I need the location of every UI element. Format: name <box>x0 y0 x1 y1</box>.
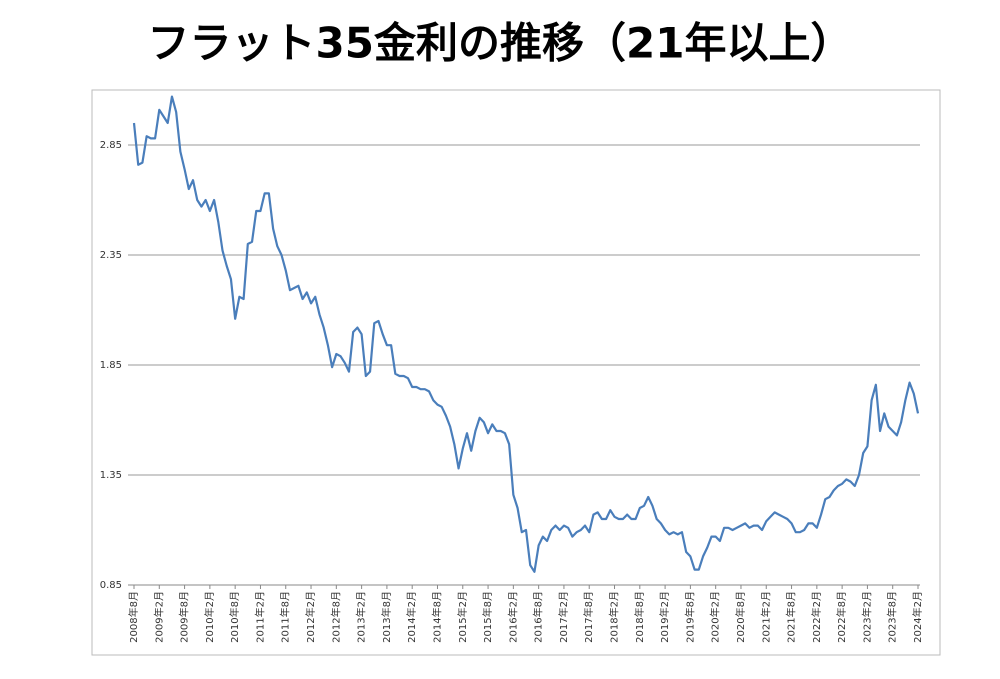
x-tick-label: 2023年8月 <box>886 591 899 643</box>
x-tick-label: 2017年8月 <box>582 591 595 643</box>
line <box>132 95 920 573</box>
x-tick-label: 2019年8月 <box>683 591 696 643</box>
x-tick-label: 2015年2月 <box>456 591 469 643</box>
x-tick-label: 2020年2月 <box>709 591 722 643</box>
x-tick-label: 2023年2月 <box>860 591 873 643</box>
y-tick-label: 0.85 <box>100 580 122 591</box>
x-tick-label: 2012年2月 <box>304 591 317 643</box>
x-tick-label: 2020年8月 <box>734 591 747 643</box>
x-tick-label: 2018年2月 <box>608 591 621 643</box>
x-tick-label: 2011年2月 <box>253 591 266 643</box>
x-tick-label: 2010年8月 <box>228 591 241 643</box>
chart-title: フラット35金利の推移（21年以上） <box>148 19 853 68</box>
x-tick-label: 2019年2月 <box>658 591 671 643</box>
x-tick-label: 2014年8月 <box>430 591 443 643</box>
x-tick-label: 2013年2月 <box>355 591 368 643</box>
x-tick-label: 2013年8月 <box>380 591 393 643</box>
x-tick-label: 2022年2月 <box>810 591 823 643</box>
x-tick-label: 2016年8月 <box>532 591 545 643</box>
x-tick-label: 2021年2月 <box>759 591 772 643</box>
x-tick-label: 2024年2月 <box>911 591 924 643</box>
x-tick-label: 2022年8月 <box>835 591 848 643</box>
x-tick-label: 2017年2月 <box>557 591 570 643</box>
y-tick-label: 2.85 <box>100 140 122 151</box>
x-tick-label: 2010年2月 <box>203 591 216 643</box>
x-tick-label: 2009年8月 <box>178 591 191 643</box>
x-tick-label: 2018年8月 <box>633 591 646 643</box>
x-tick-label: 2021年8月 <box>785 591 798 643</box>
y-tick-label: 1.35 <box>100 470 122 481</box>
x-tick-label: 2016年2月 <box>506 591 519 643</box>
x-tick-label: 2014年2月 <box>405 591 418 643</box>
y-tick-label: 1.85 <box>100 360 122 371</box>
x-tick-label: 2008年8月 <box>127 591 140 643</box>
x-tick-label: 2011年8月 <box>279 591 292 643</box>
chart-border <box>91 89 941 656</box>
x-tick-label: 2015年8月 <box>481 591 494 643</box>
x-tick-label: 2009年2月 <box>152 591 165 643</box>
x-tick-label: 2012年8月 <box>329 591 342 643</box>
y-tick-label: 2.35 <box>100 250 122 261</box>
